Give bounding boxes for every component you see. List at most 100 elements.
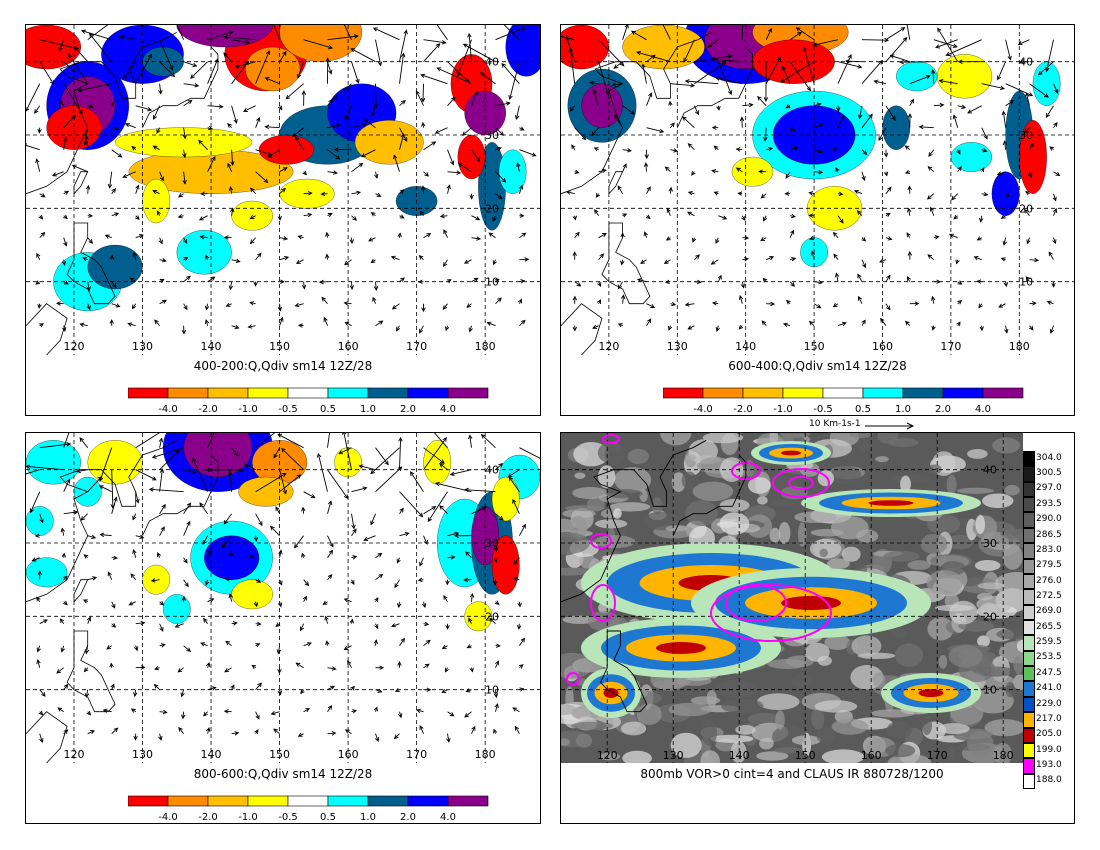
- ir-colorbar-swatch: [1023, 481, 1035, 498]
- flux-vector-head: [1029, 325, 1034, 331]
- vorticity-contour: [590, 533, 612, 549]
- cloud-texture: [572, 487, 608, 499]
- colorbar-label: -1.0: [238, 812, 258, 823]
- flux-vector: [26, 83, 41, 112]
- flux-vector: [646, 54, 656, 63]
- flux-vector-head: [619, 61, 625, 67]
- flux-vector-head: [203, 711, 208, 717]
- flux-vector-head: [162, 299, 167, 304]
- panel-caption: 400-200:Q,Qdiv sm14 12Z/28: [193, 359, 373, 373]
- flux-vector-head: [1001, 110, 1007, 116]
- flux-vector-head: [978, 303, 983, 309]
- flux-vector-head: [370, 211, 376, 217]
- lon-label: 140: [729, 749, 750, 762]
- flux-vector-head: [648, 92, 653, 98]
- flux-vector: [159, 469, 163, 492]
- flux-vector-head: [322, 600, 328, 605]
- flux-vector: [618, 281, 623, 289]
- flux-vector-head: [335, 155, 341, 160]
- flux-vector: [622, 105, 635, 115]
- flux-vector: [159, 438, 163, 448]
- flux-vector: [159, 259, 166, 262]
- flux-vector-head: [518, 184, 524, 190]
- flux-vector-head: [294, 302, 300, 308]
- flux-vector: [447, 733, 450, 742]
- flux-vector: [781, 66, 791, 84]
- flux-vector-head: [900, 27, 906, 32]
- flux-vector-head: [182, 134, 187, 140]
- colorbar-swatch: [447, 795, 489, 807]
- flux-vector: [423, 39, 446, 44]
- flux-vector-head: [884, 37, 890, 43]
- flux-vector: [766, 147, 773, 151]
- flux-vector: [199, 502, 208, 514]
- flux-vector-head: [419, 561, 424, 567]
- flux-vector-head: [250, 187, 255, 193]
- flux-vector-head: [107, 571, 112, 577]
- flux-vector-head: [956, 149, 961, 155]
- flux-vector: [375, 574, 383, 581]
- colorbar-swatch: [247, 387, 289, 399]
- flux-vector: [833, 232, 839, 238]
- flux-vector: [207, 433, 215, 448]
- flux-vector-head: [124, 122, 130, 128]
- flux-vector: [59, 100, 65, 106]
- flux-vector: [123, 61, 137, 79]
- ir-colorbar-label: 290.0: [1036, 514, 1062, 525]
- divergence-contour: [26, 25, 82, 70]
- flux-vector-head: [770, 301, 776, 307]
- flux-vector-head: [463, 259, 469, 264]
- flux-vector-head: [234, 451, 239, 457]
- flux-vector: [327, 469, 348, 499]
- flux-vector: [471, 277, 479, 283]
- flux-vector: [351, 215, 357, 221]
- cloud-texture: [831, 516, 869, 540]
- flux-vector-head: [111, 603, 116, 609]
- flux-vector: [399, 30, 407, 62]
- flux-vector-head: [228, 186, 234, 191]
- flux-vector-head: [377, 61, 383, 67]
- flux-vector-head: [305, 708, 311, 713]
- flux-vector-head: [744, 235, 750, 241]
- flux-vector-head: [683, 57, 688, 63]
- flux-vector-head: [833, 253, 838, 259]
- flux-vector: [783, 323, 791, 327]
- flux-vector-head: [518, 664, 524, 669]
- divergence-contour: [491, 535, 520, 595]
- lon-label: 150: [269, 748, 290, 761]
- cloud-texture: [769, 433, 779, 444]
- flux-vector: [111, 727, 118, 735]
- flux-vector: [327, 171, 338, 174]
- flux-vector: [371, 105, 376, 116]
- flux-vector: [229, 594, 233, 602]
- flux-vector: [351, 513, 355, 529]
- divergence-contour: [87, 440, 143, 485]
- flux-vector: [1004, 141, 1007, 150]
- flux-vector: [178, 727, 184, 734]
- flux-vector: [373, 27, 400, 41]
- flux-vector-head: [159, 279, 165, 283]
- flux-vector: [1024, 209, 1030, 216]
- flux-vector-head: [465, 78, 470, 83]
- flux-vector: [809, 321, 815, 327]
- flux-vector-head: [255, 714, 260, 720]
- flux-vector: [303, 642, 312, 647]
- cloud-texture: [976, 596, 1013, 613]
- flux-vector-head: [152, 145, 158, 150]
- flux-vector: [255, 149, 272, 156]
- flux-vector: [223, 513, 232, 525]
- flux-vector: [135, 622, 145, 625]
- flux-vector-head: [248, 554, 254, 560]
- flux-vector: [861, 149, 867, 155]
- cloud-texture: [636, 703, 662, 725]
- flux-vector-head: [244, 463, 249, 468]
- cloud-texture: [622, 750, 652, 763]
- flux-vector: [255, 711, 260, 720]
- flux-vector: [399, 53, 405, 84]
- flux-vector-head: [371, 111, 376, 117]
- flux-vector-head: [349, 285, 355, 290]
- flux-vector-head: [468, 434, 473, 440]
- flux-vector-head: [151, 476, 157, 481]
- flux-vector: [68, 54, 89, 84]
